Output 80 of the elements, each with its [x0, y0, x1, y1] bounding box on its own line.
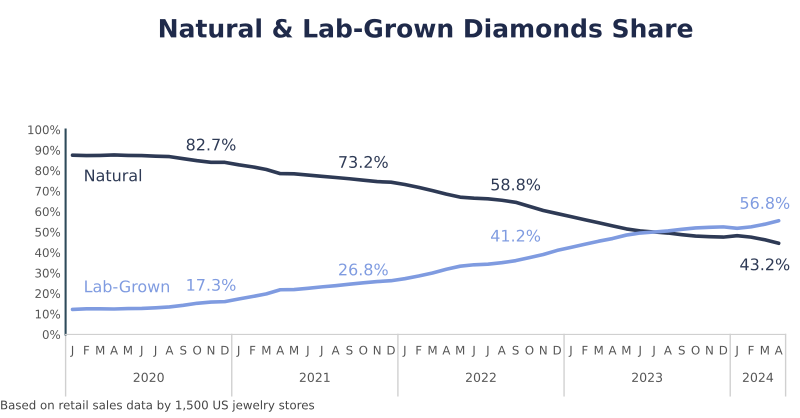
x-tick-label: M: [428, 346, 436, 354]
chart-title: Natural & Lab-Grown Diamonds Share: [160, 18, 692, 38]
x-tick-label: S: [512, 346, 519, 355]
y-tick-label: 60%: [35, 207, 60, 216]
x-tick-label: N: [374, 346, 380, 354]
x-tick-label: N: [208, 346, 214, 354]
y-tick-label: 0%: [42, 330, 60, 340]
x-tick-label: A: [332, 346, 340, 354]
x-tick-label: A: [608, 346, 616, 354]
x-tick-label: F: [84, 346, 90, 354]
x-tick-label: S: [346, 346, 353, 355]
x-tick-label: J: [153, 346, 156, 357]
x-tick-label: J: [652, 346, 655, 357]
annotation: 58.8%: [491, 178, 540, 191]
x-tick-label: A: [442, 346, 450, 354]
x-tick-label: A: [110, 346, 118, 354]
y-tick-label: 80%: [35, 166, 60, 176]
x-tick-label: A: [774, 346, 783, 354]
x-tick-label: A: [498, 346, 506, 354]
x-tick-label: S: [180, 346, 186, 355]
x-tick-label: N: [540, 346, 547, 354]
y-tick-label: 90%: [35, 146, 60, 155]
y-tick-label: 20%: [35, 289, 60, 298]
x-tick-label: F: [748, 346, 754, 354]
x-tick-label: M: [96, 346, 104, 354]
annotation: 56.8%: [740, 196, 790, 209]
x-tick-label: D: [388, 346, 395, 354]
annotation: 41.2%: [491, 230, 540, 242]
x-tick-label: J: [638, 346, 641, 357]
x-tick-label: J: [306, 346, 308, 357]
text: 2022: [466, 372, 496, 382]
x-tick-label: O: [359, 346, 368, 355]
x-tick-label: J: [139, 346, 142, 357]
annotation: 73.2%: [339, 156, 388, 168]
y-tick-label: 40%: [35, 248, 60, 258]
text: 2020: [134, 372, 164, 382]
series-label: Natural: [85, 169, 142, 182]
annotation: 82.7%: [186, 138, 236, 151]
y-tick-label: 100%: [28, 125, 60, 134]
x-tick-label: F: [250, 346, 256, 354]
x-tick-label: O: [193, 346, 202, 355]
x-tick-label: J: [402, 346, 406, 357]
x-tick-label: A: [276, 346, 284, 354]
text: 2021: [300, 372, 330, 382]
annotation: 26.8%: [339, 263, 388, 276]
x-tick-label: J: [472, 346, 475, 357]
x-tick-label: J: [319, 346, 322, 357]
x-tick-label: M: [124, 346, 132, 354]
x-tick-label: J: [734, 346, 738, 357]
x-tick-label: A: [166, 346, 174, 354]
text: Based on retail sales data by 1,500 US jewelry stores: [1, 400, 314, 412]
annotation: 43.2%: [740, 258, 790, 270]
x-tick-label: D: [554, 346, 561, 354]
x-tick-label: N: [706, 346, 713, 354]
x-tick-label: M: [262, 346, 270, 354]
x-tick-label: M: [290, 346, 298, 354]
annotation: 17.3%: [187, 278, 236, 291]
x-tick-label: F: [416, 346, 422, 354]
x-tick-label: M: [760, 346, 769, 354]
x-tick-label: M: [456, 346, 464, 354]
x-tick-label: A: [664, 346, 672, 354]
x-tick-label: J: [70, 346, 74, 357]
x-tick-label: D: [221, 346, 229, 354]
y-tick-label: 30%: [35, 268, 60, 278]
x-tick-label: S: [678, 346, 685, 355]
x-tick-label: O: [525, 346, 534, 355]
series-label: Lab-Grown: [85, 280, 169, 292]
x-tick-label: M: [622, 346, 630, 354]
text: 2024: [742, 372, 774, 382]
x-tick-label: D: [720, 346, 728, 354]
text: 2023: [632, 372, 662, 382]
x-tick-label: F: [582, 346, 588, 354]
y-tick-label: 50%: [35, 228, 60, 237]
x-tick-label: J: [568, 346, 572, 357]
x-tick-label: J: [486, 346, 488, 357]
x-tick-label: J: [236, 346, 240, 357]
x-tick-label: O: [692, 346, 700, 355]
y-tick-label: 10%: [36, 310, 60, 319]
x-tick-label: M: [594, 346, 603, 354]
y-tick-label: 70%: [35, 186, 60, 196]
